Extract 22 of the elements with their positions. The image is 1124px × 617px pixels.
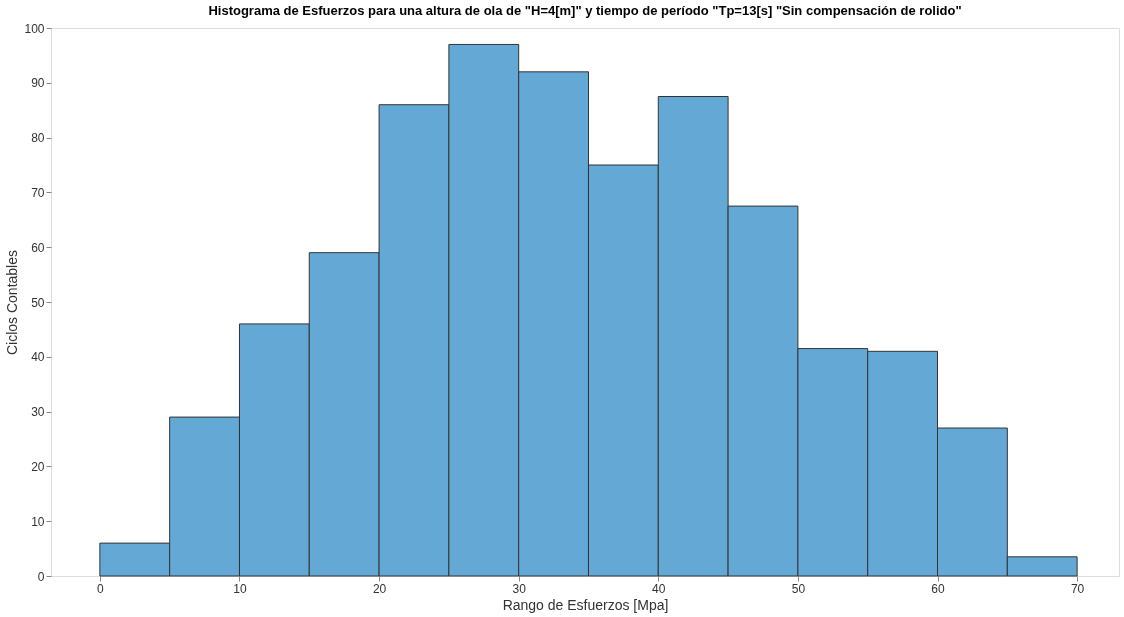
chart-title: Histograma de Esfuerzos para una altura de ola de "H=4[m]" y tiempo de período "Tp=13[s] "Sin compensación de rolido" bbox=[208, 3, 962, 18]
y-tick-label: 20 bbox=[31, 459, 45, 474]
y-tick-label: 80 bbox=[31, 131, 45, 146]
x-tick-label: 50 bbox=[791, 581, 806, 596]
y-tick-label: 10 bbox=[31, 514, 45, 529]
y-axis-title: Ciclos Contables bbox=[4, 249, 21, 356]
y-tick-label: 100 bbox=[24, 21, 45, 36]
x-tick-label: 60 bbox=[931, 581, 945, 596]
x-axis-title: Rango de Esfuerzos [Mpa] bbox=[502, 596, 669, 613]
y-tick-label: 50 bbox=[31, 295, 45, 310]
x-tick-label: 40 bbox=[652, 581, 666, 596]
x-tick-label: 10 bbox=[233, 581, 247, 596]
x-tick-label: 20 bbox=[372, 581, 387, 596]
y-tick-label: 90 bbox=[31, 76, 45, 91]
x-tick-label: 70 bbox=[1070, 581, 1085, 596]
y-tick-label: 0 bbox=[37, 569, 45, 584]
y-tick-label: 30 bbox=[31, 405, 45, 420]
x-tick-label: 30 bbox=[512, 581, 527, 596]
x-tick-label: 0 bbox=[97, 581, 105, 596]
y-tick-label: 70 bbox=[31, 185, 45, 200]
y-tick-label: 40 bbox=[31, 350, 45, 365]
y-tick-label: 60 bbox=[31, 240, 45, 255]
